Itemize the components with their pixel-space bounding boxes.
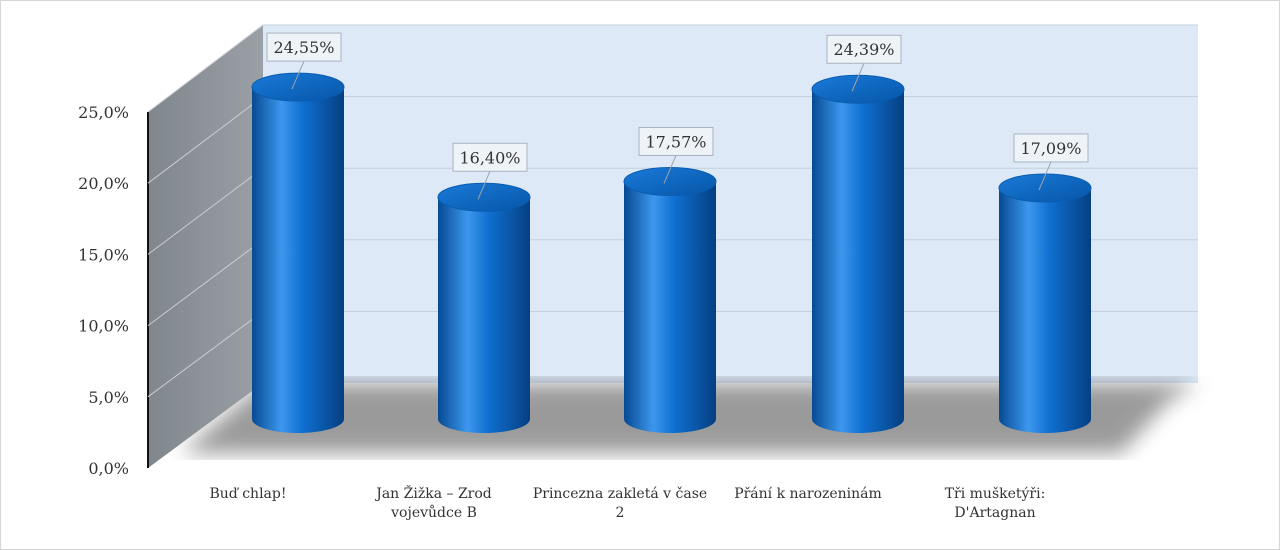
bar — [252, 87, 344, 434]
side-gridline — [147, 167, 264, 255]
side-gridline — [147, 310, 264, 398]
data-label-leader — [663, 155, 677, 184]
data-label-leader — [1038, 161, 1052, 191]
data-label-leader — [291, 60, 305, 90]
bar-top-cap — [811, 74, 905, 104]
category-label: Princezna zakletá v čase — [533, 486, 707, 502]
data-label-box — [452, 142, 528, 172]
data-label-box — [638, 126, 714, 156]
y-tick-label: 25,0% — [78, 103, 129, 122]
data-label-box — [1013, 133, 1089, 163]
data-label-box — [266, 32, 342, 62]
data-label: 16,40% — [459, 148, 520, 167]
bar-top-cap — [251, 72, 345, 102]
category-label: Buď chlap! — [210, 486, 287, 502]
y-axis-ticks: 0,0% 5,0% 10,0% 15,0% 20,0% 25,0% — [78, 103, 129, 478]
y-tick-label: 15,0% — [78, 245, 129, 264]
data-label: 17,09% — [1020, 139, 1081, 158]
y-tick-label: 5,0% — [88, 388, 129, 407]
y-tick-label: 10,0% — [78, 317, 129, 336]
bar — [624, 181, 716, 433]
data-label: 24,39% — [833, 40, 894, 59]
bar — [438, 197, 530, 433]
y-tick-label: 0,0% — [88, 459, 129, 478]
bars — [251, 72, 1092, 434]
data-label: 17,57% — [645, 132, 706, 151]
category-label: Přání k narozeninám — [734, 486, 882, 502]
data-label: 24,55% — [273, 38, 334, 57]
side-gridline — [147, 24, 264, 113]
side-wall — [148, 25, 263, 468]
data-label-leader — [851, 63, 865, 92]
bar-top-cap — [623, 166, 717, 196]
data-label-box — [826, 34, 902, 64]
category-label: D'Artagnan — [954, 505, 1035, 521]
data-label-leader — [477, 171, 491, 200]
bar-top-cap — [998, 173, 1092, 203]
category-labels: Buď chlap! Jan Žižka – Zrod vojevůdce B Pri… — [210, 484, 1046, 521]
y-tick-label: 20,0% — [78, 174, 129, 193]
data-labels: 24,55% 16,40% 17,57% 24,39% 17,09% — [266, 32, 1089, 200]
bar-top-cap — [437, 182, 531, 212]
category-label: vojevůdce B — [390, 504, 477, 521]
category-label: 2 — [616, 505, 625, 521]
bar — [999, 187, 1091, 433]
side-gridline — [147, 239, 264, 327]
category-label: Jan Žižka – Zrod — [374, 484, 492, 502]
bar — [812, 89, 904, 434]
category-label: Tři mušketýři: — [945, 485, 1046, 502]
side-gridline — [147, 96, 264, 184]
